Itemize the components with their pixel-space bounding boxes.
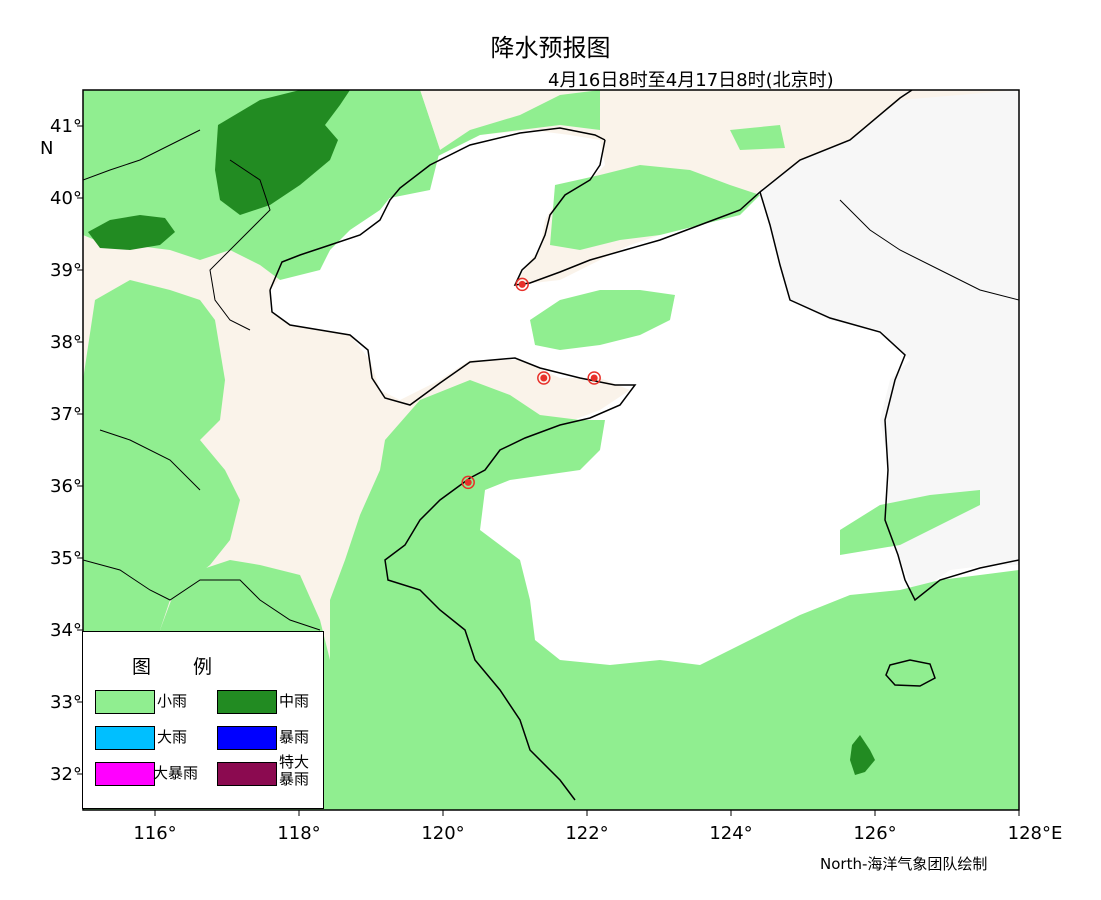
legend: 图 例 小雨 中雨大雨 暴雨大暴雨 特大 暴雨 [82,631,324,809]
x-tick-label: 120° [421,823,464,844]
y-tick-label: 38° [50,332,82,353]
station-dot [590,374,598,382]
korea-area [760,90,1019,595]
legend-label: 中雨 [279,692,310,710]
credit-text: North-海洋气象团队绘制 [820,855,988,873]
chart-subtitle: 4月16日8时至4月17日8时(北京时) [548,70,834,91]
legend-swatch [217,690,277,714]
x-tick-label: 128°E [1008,823,1063,844]
legend-swatch [95,762,155,786]
station-marker [587,371,601,385]
legend-swatch [95,726,155,750]
y-tick-label: 35° [50,548,82,569]
y-tick-label: 39° [50,260,82,281]
y-tick-label: 32° [50,764,82,785]
latitude-ticks: 41° N 40° 39° 38° 37° 36° 35° 34° 33° 32° [40,116,83,785]
moderate-rain-areas [88,90,875,775]
map-frame [82,89,1020,811]
station-marker [537,371,551,385]
legend-swatch [217,726,277,750]
x-tick-label: 118° [277,823,320,844]
y-tick-label: 37° [50,404,82,425]
x-tick-label: 124° [709,823,752,844]
x-tick-label: 122° [565,823,608,844]
station-dot [540,374,548,382]
legend-label: 特大 暴雨 [279,753,310,788]
legend-label: 暴雨 [279,728,310,746]
legend-swatch [217,762,277,786]
x-tick-label: 126° [853,823,896,844]
station-dot [464,478,472,486]
y-tick-label: 40° [50,188,82,209]
legend-label: 大雨 [157,728,188,746]
legend-title: 图 例 [131,656,231,678]
y-tick-label: 41° N [40,116,82,159]
coastlines-and-borders [83,90,1019,801]
station-marker [461,475,475,490]
x-tick-label: 116° [133,823,176,844]
station-marker [515,277,529,292]
legend-label: 小雨 [157,692,188,710]
y-tick-label: 36° [50,476,82,497]
station-dot [518,280,526,288]
y-tick-label: 33° [50,692,82,713]
chart-title: 降水预报图 [490,34,611,62]
y-tick-label: 34° [50,620,82,641]
longitude-ticks: 116° 118° 120° 122° 124° 126° 128°E [133,810,1062,844]
station-markers [461,277,601,490]
legend-swatch [95,690,155,714]
legend-label: 大暴雨 [153,764,199,782]
